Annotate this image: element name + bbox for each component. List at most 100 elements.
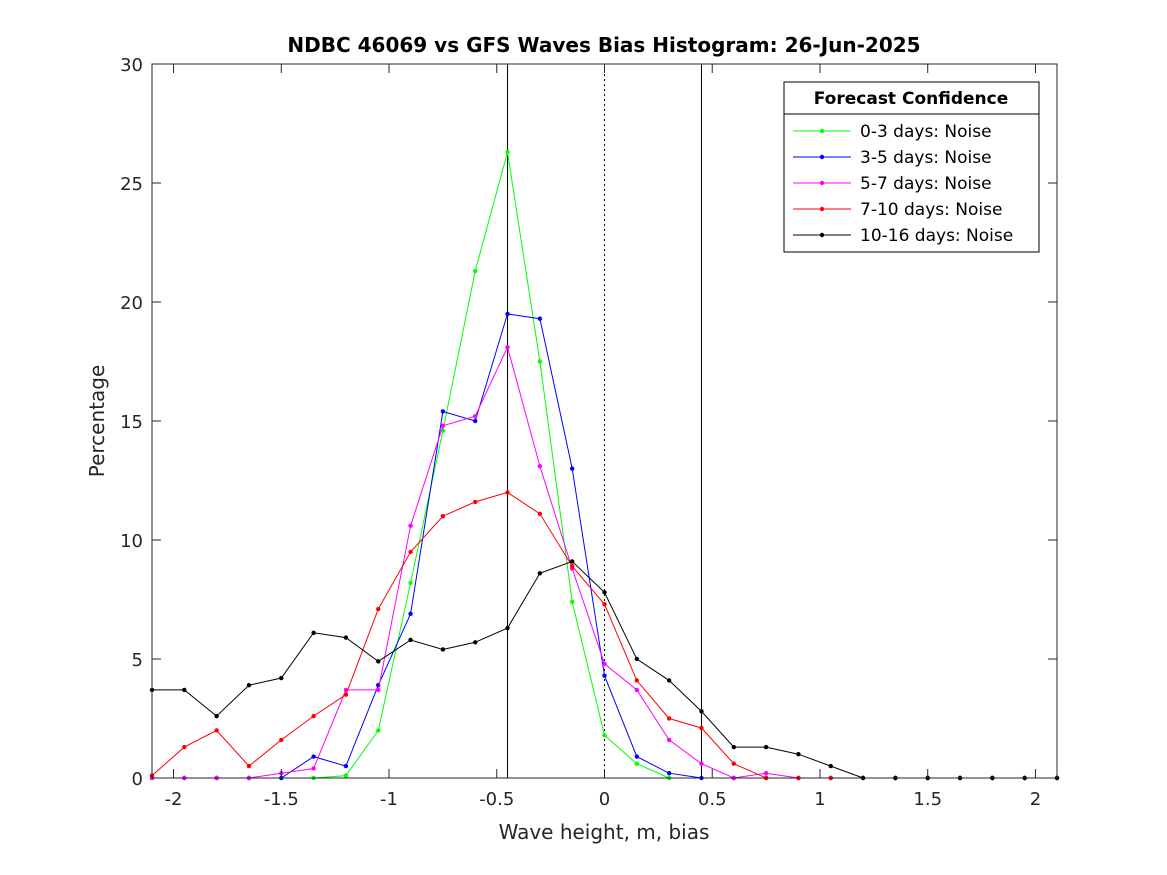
data-point [634, 656, 640, 662]
x-tick-label: -1.5 [264, 789, 299, 810]
legend-entry-3-5-days-noise: 3-5 days: Noise [793, 148, 992, 168]
x-tick-label: 0 [599, 789, 610, 810]
legend-label: 3-5 days: Noise [860, 148, 992, 168]
data-point [311, 630, 316, 636]
data-point [246, 763, 252, 769]
legend-marker [819, 232, 825, 238]
data-point [505, 625, 510, 631]
data-point [408, 580, 413, 586]
legend-label: 5-7 days: Noise [860, 174, 992, 194]
legend-entry-0-3-days-noise: 0-3 days: Noise [793, 122, 992, 142]
x-tick-label: 0.5 [698, 789, 727, 810]
data-point [246, 682, 252, 688]
data-point [537, 464, 543, 469]
data-point [828, 763, 833, 769]
x-tick-label: -1 [380, 789, 398, 810]
x-axis-label: Wave height, m, bias [499, 820, 710, 844]
data-point [376, 606, 381, 612]
data-point [796, 752, 801, 757]
data-point [699, 709, 704, 714]
data-point [473, 268, 478, 274]
y-tick-label: 5 [132, 650, 143, 671]
x-tick-label: 1.5 [913, 789, 942, 810]
data-point [763, 744, 769, 750]
data-point [376, 659, 381, 664]
data-point [537, 359, 543, 364]
data-point [343, 773, 349, 778]
data-point [182, 687, 187, 693]
data-point [376, 687, 381, 693]
data-point [440, 647, 446, 652]
data-point [505, 149, 510, 155]
data-point [666, 737, 672, 743]
data-point [408, 611, 413, 616]
legend-entry-7-10-days-noise: 7-10 days: Noise [793, 200, 1002, 220]
data-point [602, 732, 607, 738]
data-point [505, 345, 510, 350]
chart-title: NDBC 46069 vs GFS Waves Bias Histogram: … [287, 33, 920, 57]
data-point [408, 523, 413, 528]
data-point [408, 549, 413, 555]
y-axis-label: Percentage [85, 365, 109, 478]
data-point [408, 637, 413, 643]
data-point [602, 673, 607, 678]
data-point [634, 761, 640, 766]
data-point [473, 499, 478, 505]
data-point [279, 675, 284, 681]
legend-entry-5-7-days-noise: 5-7 days: Noise [793, 174, 992, 194]
data-point [214, 713, 219, 719]
data-point [699, 725, 704, 731]
legend-title: Forecast Confidence [814, 89, 1009, 109]
data-point [311, 754, 316, 759]
data-point [699, 761, 704, 766]
y-tick-label: 25 [120, 174, 143, 195]
legend-items: 0-3 days: Noise 3-5 days: Noise 5-7 days: … [793, 122, 1013, 246]
legend-marker [819, 206, 825, 212]
data-point [182, 744, 187, 750]
data-point [537, 316, 543, 321]
legend-marker [819, 128, 825, 134]
legend-marker [819, 180, 825, 186]
x-tick-label: -0.5 [479, 789, 514, 810]
data-point [343, 692, 349, 697]
data-point [763, 771, 769, 776]
data-point [537, 511, 543, 517]
legend-label: 7-10 days: Noise [860, 200, 1002, 220]
data-point [214, 728, 219, 733]
data-point [569, 466, 575, 471]
data-point [634, 678, 640, 683]
data-point [602, 661, 607, 666]
data-point [279, 737, 284, 743]
legend-label: 0-3 days: Noise [860, 122, 992, 142]
data-point [473, 640, 478, 645]
legend: Forecast Confidence 0-3 days: Noise 3-5 d… [783, 81, 1040, 253]
data-point [731, 744, 736, 750]
y-tick-label: 20 [120, 293, 143, 314]
data-point [666, 716, 672, 721]
legend-marker [819, 154, 825, 160]
data-point [634, 687, 640, 693]
data-point [376, 728, 381, 733]
data-point [634, 754, 640, 759]
data-point [311, 713, 316, 719]
data-point [440, 409, 446, 414]
data-point [569, 599, 575, 605]
y-tick-label: 10 [120, 531, 143, 552]
x-tick-label: -2 [165, 789, 183, 810]
data-point [473, 418, 478, 424]
data-point [440, 423, 446, 428]
data-point [602, 590, 607, 595]
data-point [602, 602, 607, 607]
y-tick-label: 15 [120, 412, 143, 433]
data-point [440, 514, 446, 519]
reference-lines [507, 64, 702, 778]
y-tick-label: 30 [120, 55, 143, 76]
legend-label: 10-16 days: Noise [860, 226, 1013, 246]
data-point [311, 766, 316, 771]
data-point [666, 678, 672, 683]
data-point [343, 763, 349, 769]
legend-box [783, 81, 1040, 253]
data-point [731, 761, 736, 766]
